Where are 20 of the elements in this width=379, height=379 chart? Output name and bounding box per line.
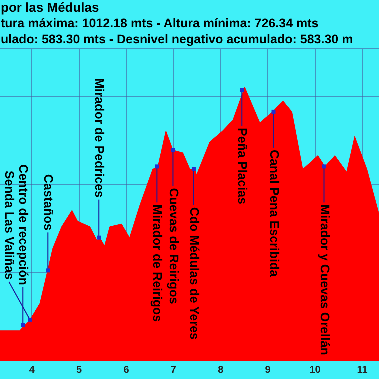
annotation: Canal Pena Escribida <box>267 150 282 278</box>
x-tick-label: 4 <box>29 364 36 376</box>
annotation: Senda Las Valiñas <box>2 170 17 280</box>
x-tick-label: 6 <box>124 364 130 376</box>
annotation: Centro de recepción <box>16 164 31 286</box>
chart-subtitle: tura máxima: 1012.18 mts - Altura mínima: 726.34 mts ulado: 583.30 mts - Desnivel negativo acumulado: 583.30 m <box>1 16 354 47</box>
x-tick-label: 5 <box>76 364 83 376</box>
x-tick-label: 10 <box>310 364 322 376</box>
x-tick-label: 9 <box>265 364 272 376</box>
annotation: Mirador de Reirigos <box>150 204 165 322</box>
annotation: Mirador y Cuevas Orellán <box>318 204 332 356</box>
annotation: Cdo Médulas de Yeres <box>188 207 202 340</box>
x-tick-label: 11 <box>357 364 368 376</box>
x-tick-label: 7 <box>170 364 177 376</box>
x-tick-label: 8 <box>218 364 224 376</box>
annotation: Peña Placias <box>236 128 250 205</box>
annotation: Mirador de Pedrices <box>92 78 107 198</box>
annotation: Cuevas de Reirigos <box>166 188 181 304</box>
chart-title: por las Médulas <box>1 0 100 16</box>
annotation: Castaños <box>42 174 56 231</box>
